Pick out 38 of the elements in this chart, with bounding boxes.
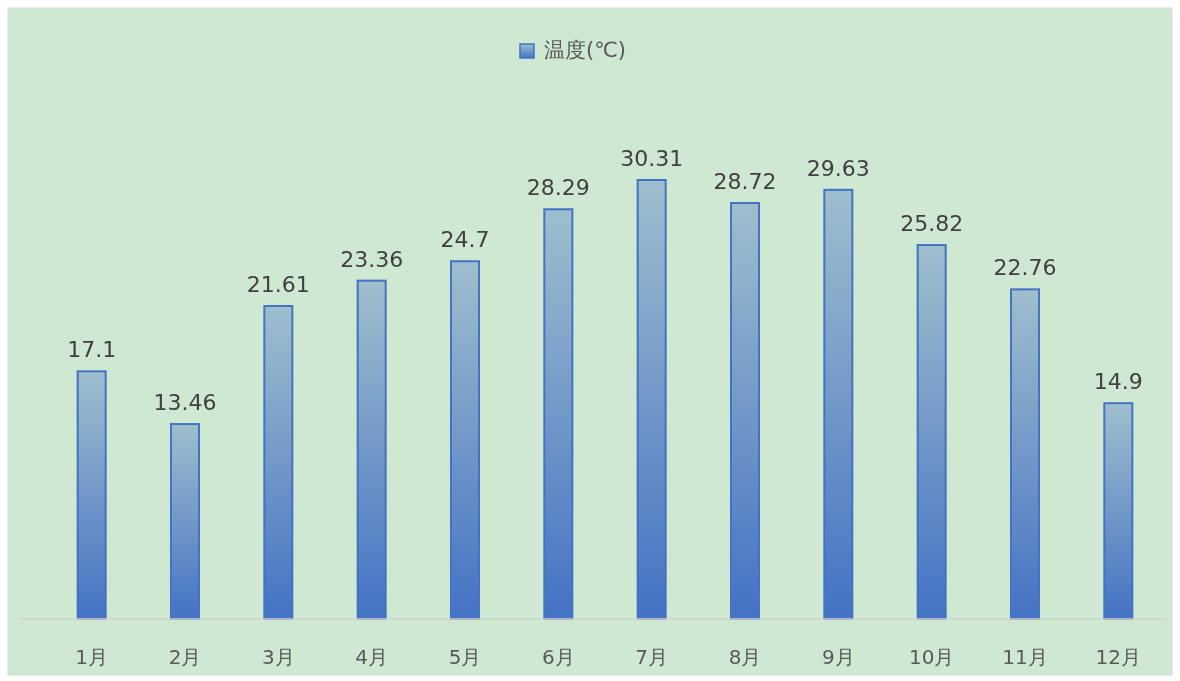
data-label: 21.61 <box>246 272 310 298</box>
x-tick-label: 9月 <box>821 645 855 669</box>
bar <box>450 260 480 620</box>
data-label: 23.36 <box>340 246 404 272</box>
x-tick-label: 12月 <box>1095 645 1142 669</box>
data-label: 13.46 <box>153 390 217 416</box>
data-label: 24.7 <box>440 227 490 253</box>
data-label: 28.29 <box>526 175 590 201</box>
bar <box>636 179 667 620</box>
x-tick-label: 3月 <box>261 645 295 669</box>
x-tick-label: 8月 <box>728 645 762 669</box>
bar <box>1103 402 1134 620</box>
data-label: 30.31 <box>620 146 684 171</box>
x-tick-label: 11月 <box>1002 645 1048 669</box>
legend: 温度(℃) <box>519 38 626 62</box>
bar <box>823 188 854 620</box>
data-label: 28.72 <box>713 169 777 195</box>
data-label: 17.1 <box>67 337 117 363</box>
data-label: 14.9 <box>1093 369 1143 395</box>
x-tick-label: 5月 <box>448 645 482 669</box>
data-label: 29.63 <box>806 155 870 181</box>
x-tick-label: 7月 <box>635 645 669 669</box>
bar <box>170 423 200 620</box>
bar <box>543 208 574 620</box>
bar <box>730 202 760 620</box>
x-tick-label: 1月 <box>75 645 109 669</box>
bar <box>1010 288 1040 620</box>
x-tick-label: 10月 <box>908 645 955 669</box>
legend-label: 温度(℃) <box>544 38 626 62</box>
x-tick-label: 2月 <box>168 645 202 669</box>
x-tick-label: 4月 <box>355 645 389 669</box>
bar <box>356 279 387 620</box>
x-tick-label: 6月 <box>541 645 575 669</box>
bar <box>263 305 294 620</box>
data-label: 22.76 <box>993 255 1057 281</box>
bar <box>76 370 107 620</box>
data-label: 25.82 <box>900 211 964 237</box>
bar <box>916 244 947 620</box>
